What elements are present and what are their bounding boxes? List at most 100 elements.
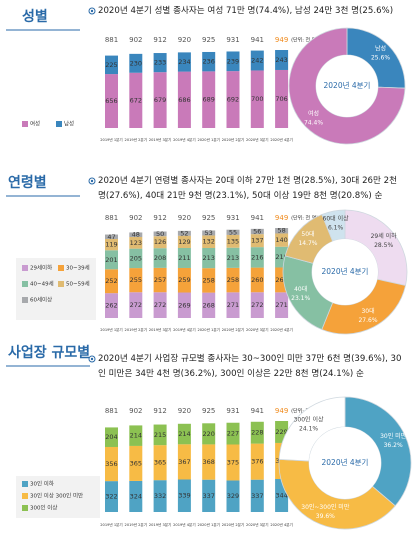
bar-segment <box>129 292 143 318</box>
bar-segment <box>250 234 264 248</box>
bar-value-label: 56 <box>253 228 261 236</box>
bar-value-label: 52 <box>180 229 188 237</box>
legend-label: 30인 이상 300인 미만 <box>30 492 83 500</box>
bar-segment <box>129 237 143 249</box>
bar-value-label: 689 <box>202 96 214 104</box>
bar-value-label: 119 <box>105 241 117 249</box>
bar-segment <box>129 425 143 446</box>
bar-segment <box>202 235 216 248</box>
bar-segment <box>202 444 216 480</box>
bar-value-label: 225 <box>105 61 117 69</box>
bar-segment <box>105 250 118 270</box>
bar-value-label: 272 <box>130 301 142 309</box>
bar-value-label: 215 <box>154 431 166 439</box>
bar-segment <box>105 481 118 512</box>
total-label: 920 <box>178 214 191 222</box>
total-label: 881 <box>105 214 118 222</box>
bar-segment <box>105 238 118 251</box>
bar-segment <box>202 423 216 445</box>
x-tick-label: 2019년 3분기 <box>149 327 172 332</box>
legend-swatch <box>22 281 28 287</box>
bar-segment <box>226 267 240 293</box>
bar-value-label: 269 <box>178 301 190 309</box>
bar-segment <box>177 479 191 512</box>
bar-value-label: 126 <box>154 238 166 246</box>
bar-segment <box>202 479 216 512</box>
bullet <box>90 9 94 13</box>
bar-segment <box>177 444 191 480</box>
bar-segment <box>202 71 216 128</box>
bar-segment <box>129 480 143 512</box>
legend-swatch <box>22 505 28 511</box>
donut-hole <box>312 239 378 305</box>
unit-label: (단위: 천 명) <box>291 215 318 222</box>
bar-value-label: 220 <box>202 430 214 438</box>
donut-hole <box>316 55 378 117</box>
bar-value-label: 339 <box>178 492 190 500</box>
total-label: 949 <box>275 36 288 44</box>
x-tick-label: 2020년 4분기 <box>270 522 293 527</box>
section-summary: 2020년 4분기 사업장 규모별 종사자는 30~300인 미만 37만 6천… <box>98 354 402 379</box>
total-label: 941 <box>251 36 264 44</box>
total-label: 912 <box>153 214 166 222</box>
donut-category-label: 50대 <box>301 230 314 238</box>
donut-value-label: 74.4% <box>304 119 323 126</box>
bar-segment <box>202 268 216 293</box>
bar-value-label: 227 <box>227 430 239 438</box>
bar-segment <box>250 443 264 480</box>
total-label: 931 <box>226 407 239 415</box>
bar-value-label: 376 <box>251 458 263 466</box>
x-tick-label: 2020년 2분기 <box>222 137 245 142</box>
donut-value-label: 39.6% <box>316 513 335 520</box>
x-tick-label: 2020년 4분기 <box>270 327 293 332</box>
bar-segment <box>105 269 118 294</box>
bar-segment <box>275 292 289 318</box>
bar-segment <box>202 230 216 236</box>
bar-segment <box>129 248 143 269</box>
total-label: 949 <box>275 214 288 222</box>
bar-value-label: 271 <box>275 301 287 309</box>
bar-value-label: 243 <box>275 56 287 64</box>
bar-value-label: 344 <box>275 492 287 500</box>
bar-segment <box>202 292 216 318</box>
bar-segment <box>177 267 191 293</box>
total-label: 902 <box>129 36 142 44</box>
total-label: 902 <box>129 214 142 222</box>
bar-segment <box>226 480 240 512</box>
total-label: 931 <box>226 36 239 44</box>
bar-value-label: 324 <box>130 492 142 500</box>
total-label: 949 <box>275 407 288 415</box>
unit-label: (단위: 천 명) <box>291 37 318 44</box>
bar-value-label: 322 <box>105 493 117 501</box>
x-tick-label: 2020년 4분기 <box>270 137 293 142</box>
bullet <box>88 7 96 15</box>
bar-segment <box>177 247 191 268</box>
legend-label: 남성 <box>64 120 74 128</box>
donut-center-label: 2020년 4분기 <box>324 80 371 90</box>
bar-value-label: 58 <box>277 227 285 235</box>
legend-label: 60세이상 <box>30 296 52 304</box>
bar-value-label: 214 <box>178 430 190 438</box>
donut-value-label: 28.5% <box>374 242 393 249</box>
donut-category-label: 29세 이하 <box>371 232 398 240</box>
bar-segment <box>275 228 289 234</box>
bar-segment <box>226 229 240 235</box>
x-tick-label: 2019년 3분기 <box>149 522 172 527</box>
x-tick-label: 2019년 1분기 <box>100 522 123 527</box>
x-tick-label: 2020년 3분기 <box>246 137 269 142</box>
bar-segment <box>105 427 118 447</box>
section-summary: 2020년 4분기 성별 종사자는 여성 71만 명(74.4%), 남성 24… <box>98 6 394 16</box>
bar-value-label: 262 <box>105 302 117 310</box>
donut-category-label: 30인 미만 <box>380 432 407 440</box>
legend-label: 29세이하 <box>30 264 52 272</box>
donut-category-label: 30인~300인 미만 <box>301 503 350 511</box>
bullet <box>90 357 94 361</box>
bar-segment <box>226 51 240 72</box>
bar-value-label: 135 <box>227 237 239 245</box>
bar-value-label: 679 <box>154 96 166 104</box>
bar-value-label: 255 <box>130 276 142 284</box>
total-label: 912 <box>153 36 166 44</box>
total-label: 941 <box>251 214 264 222</box>
bar-segment <box>153 445 167 481</box>
donut-value-label: 6.1% <box>328 224 344 231</box>
